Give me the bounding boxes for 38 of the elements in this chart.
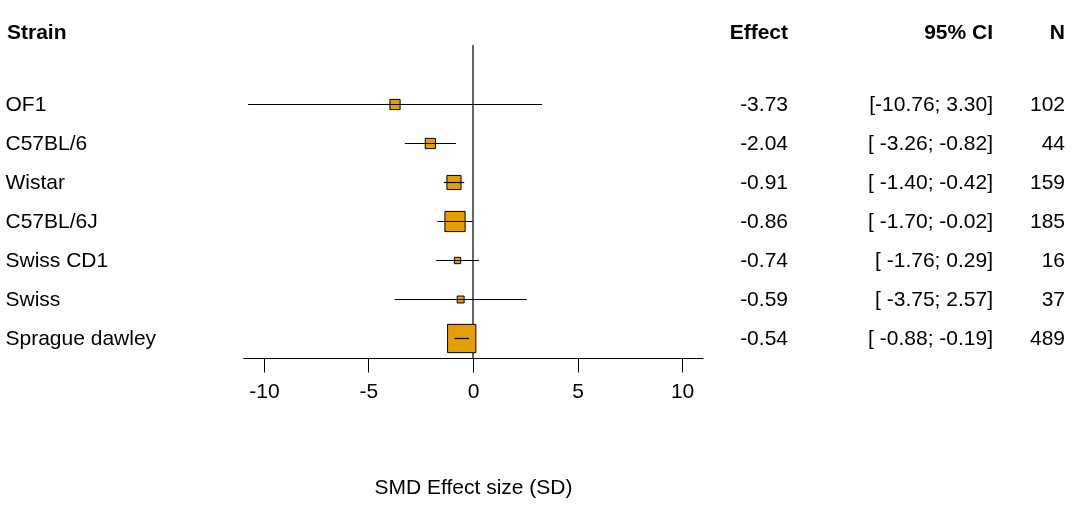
y-tick-label: C57BL/6: [5, 131, 88, 154]
text: N: [1049, 20, 1065, 43]
x-tick-label: -5: [359, 378, 379, 402]
data-label: -0.54: [740, 325, 789, 349]
text: [ -1.40; -0.42]: [868, 169, 993, 193]
text: 44: [1041, 130, 1066, 154]
text: Effect: [729, 20, 788, 43]
text: [ -3.26; -0.82]: [868, 130, 993, 154]
data-label: -2.04: [740, 130, 789, 154]
data-label: -3.73: [740, 91, 788, 115]
data-label: -0.91: [740, 169, 788, 193]
y-tick-label: C57BL/6J: [5, 209, 98, 232]
x-axis-title: SMD Effect size (SD): [374, 474, 573, 498]
x-tick-label: 5: [572, 378, 584, 402]
x-tick-label: 0: [467, 378, 480, 402]
x-tick-label: -10: [249, 378, 280, 402]
x-tick-label: 10: [670, 378, 695, 402]
text: [ -3.75; 2.57]: [875, 286, 993, 310]
text: 102: [1029, 91, 1065, 115]
y-axis-title: Strain: [7, 20, 67, 43]
text: 159: [1029, 169, 1065, 193]
text: 37: [1041, 286, 1065, 310]
text: [ -1.70; -0.02]: [868, 208, 993, 232]
data-label: -0.86: [740, 208, 788, 232]
y-tick-label: OF1: [5, 92, 47, 115]
y-tick-label: Swiss CD1: [5, 248, 109, 271]
y-tick-label: Swiss: [5, 287, 61, 310]
text: [ -0.88; -0.19]: [868, 325, 993, 349]
text: 185: [1029, 208, 1065, 232]
text: [-10.76; 3.30]: [869, 91, 993, 115]
text: 489: [1029, 325, 1065, 349]
text: [ -1.76; 0.29]: [875, 247, 993, 271]
y-tick-label: Sprague dawley: [5, 326, 157, 349]
y-tick-label: Wistar: [5, 170, 65, 193]
text: 16: [1041, 247, 1065, 271]
data-label: -0.59: [740, 286, 788, 310]
data-label: -0.74: [740, 247, 789, 271]
text: 95% CI: [924, 20, 993, 43]
